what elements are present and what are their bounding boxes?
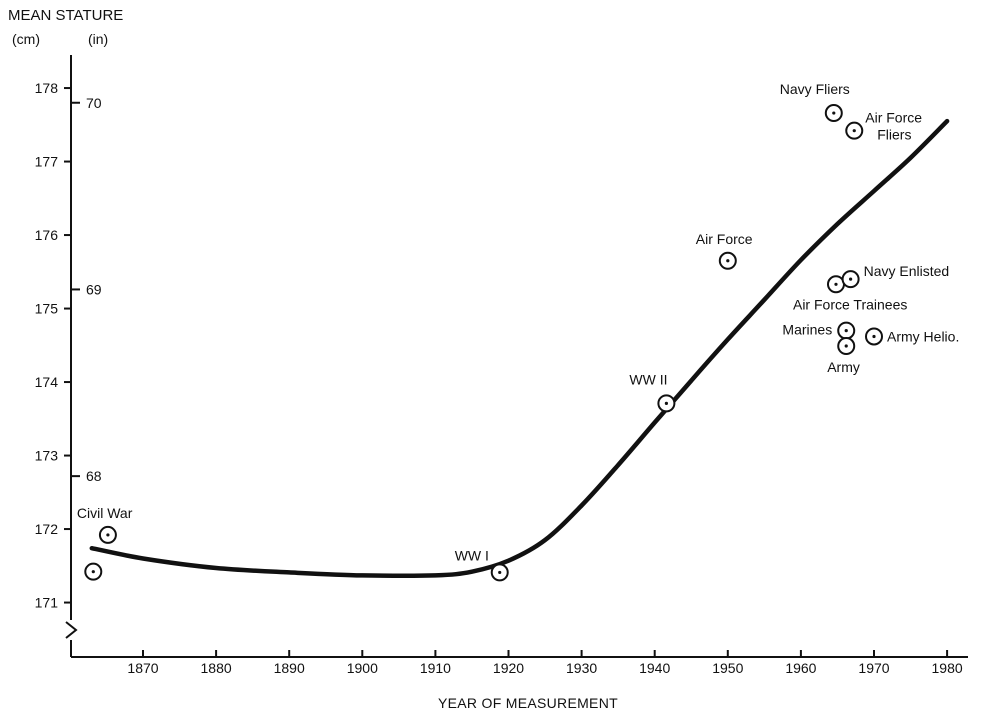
data-point-dot	[834, 282, 838, 286]
x-tick-label: 1960	[785, 660, 816, 676]
data-point-dot	[844, 329, 848, 333]
x-tick-label: 1880	[201, 660, 232, 676]
data-point-dot	[852, 129, 856, 133]
data-point-dot	[849, 277, 853, 281]
y-tick-in-label: 68	[86, 468, 102, 484]
point-label: Air Force	[696, 231, 753, 247]
point-label: WW I	[455, 547, 489, 563]
data-point-dot	[498, 570, 502, 575]
x-ticks: 1870 1880 1890 1900 1910 1920 1930 1940 1950 1960…	[127, 650, 963, 676]
x-tick-label: 1940	[639, 660, 670, 676]
x-tick-label: 1870	[127, 660, 158, 676]
x-tick-label: 1950	[712, 660, 743, 676]
y-tick-in-label: 70	[86, 95, 102, 111]
point-label: Army Helio.	[887, 328, 959, 344]
y-tick-cm-label: 173	[35, 448, 59, 464]
axes	[65, 55, 968, 658]
y-tick-cm-label: 178	[35, 80, 59, 96]
y-tick-cm-label: 171	[35, 595, 59, 611]
y-ticks-cm: 171 172 173 174 175 176 177 178	[35, 80, 71, 611]
point-label: Army	[827, 359, 860, 375]
point-label: Civil War	[77, 505, 133, 521]
x-tick-label: 1980	[932, 660, 963, 676]
y-tick-cm-label: 175	[35, 301, 59, 317]
data-point-dot	[664, 401, 668, 405]
data-point-dot	[726, 259, 730, 263]
x-tick-label: 1920	[493, 660, 524, 676]
y-tick-cm-label: 177	[35, 154, 59, 170]
y-ticks-in: 68 69 70	[71, 95, 102, 484]
data-point-dot	[91, 570, 95, 574]
point-label: Navy Enlisted	[864, 263, 950, 279]
data-points	[84, 104, 883, 582]
point-label: Navy Fliers	[780, 81, 850, 97]
x-tick-label: 1900	[347, 660, 378, 676]
point-label: Air Force Trainees	[793, 296, 907, 312]
x-tick-label: 1970	[858, 660, 889, 676]
point-label: WW II	[629, 371, 667, 387]
trend-line	[89, 118, 950, 579]
x-tick-label: 1890	[274, 660, 305, 676]
y-axis-title: MEAN STATURE	[8, 7, 123, 24]
x-tick-label: 1930	[566, 660, 597, 676]
y-tick-cm-label: 174	[35, 374, 59, 390]
x-axis-title: YEAR OF MEASUREMENT	[438, 695, 618, 711]
data-point-dot	[832, 111, 836, 115]
y-tick-cm-label: 176	[35, 227, 59, 243]
data-point-dot	[844, 344, 848, 348]
x-tick-label: 1910	[420, 660, 451, 676]
y-unit-in: (in)	[88, 31, 108, 47]
y-tick-in-label: 69	[86, 281, 102, 297]
y-tick-cm-label: 172	[35, 521, 59, 537]
y-axis-break-icon	[65, 621, 78, 639]
y-unit-cm: (cm)	[12, 31, 40, 47]
point-label: Marines	[782, 322, 832, 338]
data-point-dot	[872, 334, 876, 339]
data-point-dot	[106, 533, 110, 537]
point-labels: Civil War WW I WW II Air Force Navy Fliers Ai…	[77, 81, 959, 563]
point-label: Air Force Fliers	[865, 110, 922, 143]
